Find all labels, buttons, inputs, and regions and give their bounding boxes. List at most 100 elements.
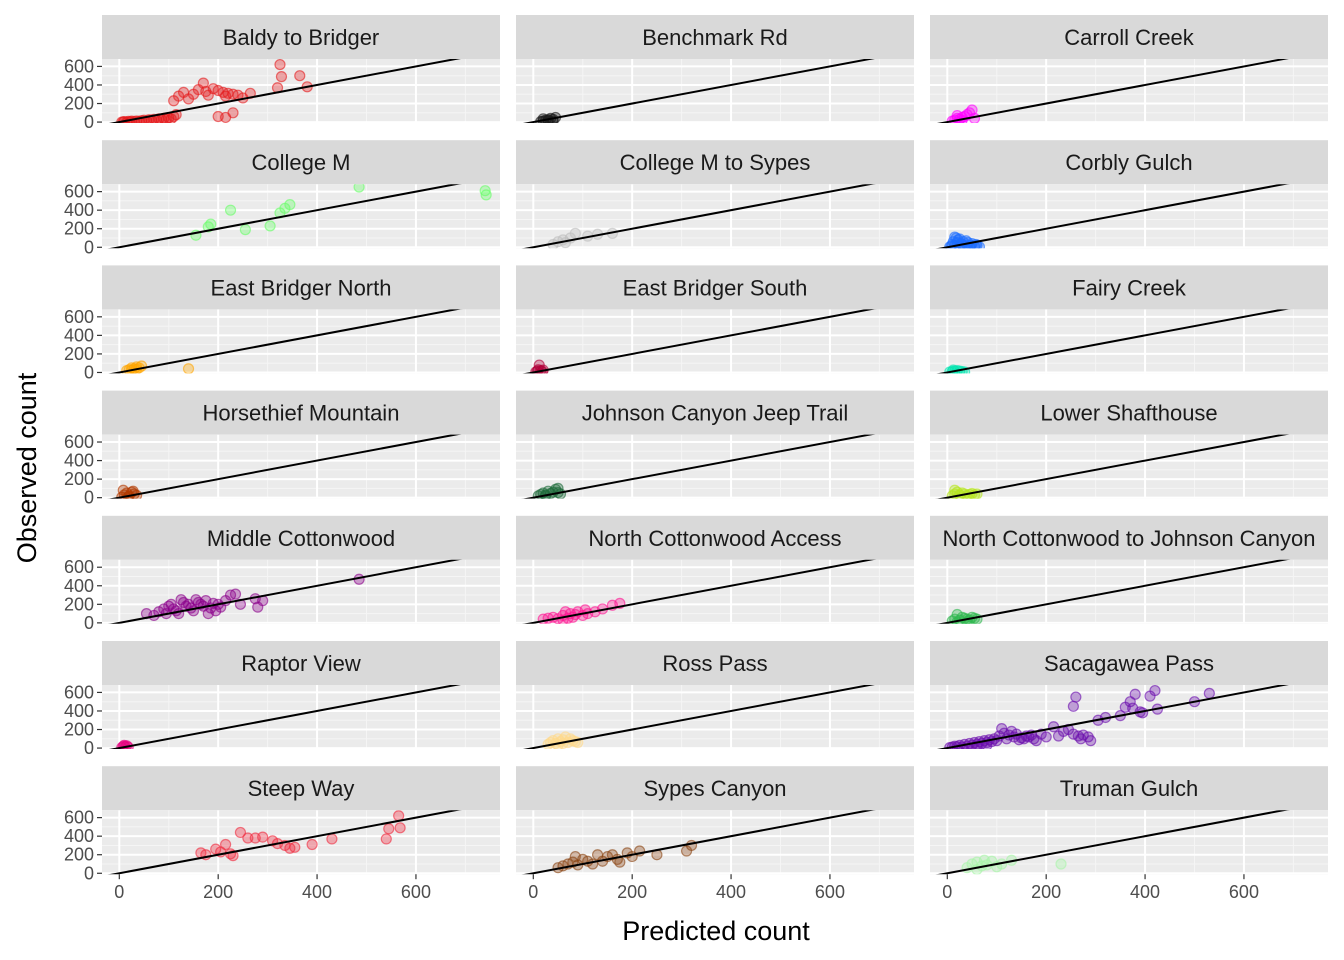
plot-area <box>516 184 914 249</box>
facet-strip-label: North Cottonwood Access <box>588 526 841 551</box>
data-point <box>1067 700 1079 712</box>
facet-strip <box>930 140 1328 185</box>
facet-strip <box>102 515 500 560</box>
data-point <box>978 854 990 866</box>
facet-strip-label: Truman Gulch <box>1060 776 1199 801</box>
reference-line <box>522 59 875 123</box>
y-tick-label: 200 <box>64 219 94 239</box>
data-point <box>1055 858 1067 870</box>
data-point <box>1129 688 1141 700</box>
reference-line <box>522 434 875 499</box>
y-axes: 0200400600020040060002004006000200400600… <box>64 56 102 883</box>
plot-area <box>102 184 500 249</box>
facet-strip <box>102 390 500 435</box>
y-tick-label: 600 <box>64 182 94 202</box>
facet-strip <box>102 265 500 310</box>
y-tick-label: 0 <box>84 613 94 633</box>
x-tick-label: 200 <box>203 882 233 902</box>
facet-panel: East Bridger South <box>516 265 914 374</box>
reference-line <box>936 434 1289 499</box>
data-point <box>224 204 237 216</box>
plot-area <box>516 559 914 624</box>
y-tick-label: 400 <box>64 576 94 596</box>
data-point <box>954 233 966 245</box>
facet-strip <box>102 766 500 811</box>
reference-line <box>108 59 461 123</box>
facet-panel: Sacagawea Pass <box>930 641 1328 749</box>
reference-line <box>936 559 1289 624</box>
reference-line <box>936 685 1289 749</box>
plot-area <box>102 59 500 123</box>
data-point <box>284 199 296 211</box>
reference-line <box>522 810 875 875</box>
reference-line <box>108 685 461 749</box>
y-tick-label: 0 <box>84 362 94 382</box>
x-tick-label: 0 <box>942 882 952 902</box>
facet-panel: Steep Way <box>102 766 500 875</box>
facet-panel: Corbly Gulch <box>930 140 1328 249</box>
facet-strip-label: Baldy to Bridger <box>223 25 380 50</box>
data-point <box>353 184 365 193</box>
y-tick-label: 200 <box>64 94 94 114</box>
plot-area <box>102 810 500 875</box>
facet-panel: East Bridger North <box>102 265 500 374</box>
x-tick-label: 400 <box>302 882 332 902</box>
data-point <box>380 833 392 845</box>
facet-strip <box>930 390 1328 435</box>
y-tick-label: 600 <box>64 682 94 702</box>
y-tick-label: 0 <box>84 863 94 883</box>
data-point <box>1070 691 1082 703</box>
facet-strip <box>102 641 500 685</box>
facet-strip <box>516 265 914 310</box>
data-point <box>220 838 232 851</box>
facet-strip-label: Ross Pass <box>662 651 767 676</box>
reference-line <box>936 309 1289 374</box>
facet-strip-label: Corbly Gulch <box>1065 150 1192 175</box>
facet-panel: Lower Shafthouse <box>930 390 1328 499</box>
plot-area <box>102 685 500 749</box>
x-tick-label: 400 <box>1130 882 1160 902</box>
facet-strip-label: Sacagawea Pass <box>1044 651 1214 676</box>
data-point <box>479 185 491 197</box>
data-point <box>239 224 251 236</box>
data-point <box>227 107 239 119</box>
data-point <box>1149 685 1161 697</box>
data-point <box>1203 687 1215 699</box>
plot-area <box>516 434 914 499</box>
facet-strip <box>516 515 914 560</box>
facet-strip <box>102 15 500 59</box>
x-axis-title: Predicted count <box>622 916 810 946</box>
reference-line <box>936 810 1289 875</box>
plot-area <box>102 309 500 374</box>
reference-line <box>108 184 461 249</box>
data-point <box>326 833 338 845</box>
data-point <box>264 220 276 232</box>
y-tick-label: 400 <box>64 451 94 471</box>
facet-panel: Baldy to Bridger <box>102 15 500 123</box>
facet-panel: College M <box>102 140 500 249</box>
facet-strip-label: Carroll Creek <box>1064 25 1195 50</box>
data-point <box>197 77 209 89</box>
x-tick-label: 200 <box>617 882 647 902</box>
facet-strip <box>516 641 914 685</box>
facet-panel: Ross Pass <box>516 641 914 749</box>
facet-panel: Sypes Canyon <box>516 766 914 875</box>
data-point <box>383 823 395 835</box>
facet-panel: College M to Sypes <box>516 140 914 249</box>
plot-area <box>516 685 914 749</box>
facet-strip <box>930 15 1328 59</box>
facet-strip <box>516 15 914 59</box>
facet-strip-label: North Cottonwood to Johnson Canyon <box>942 526 1315 551</box>
facet-strip <box>516 140 914 185</box>
facet-strip-label: Sypes Canyon <box>643 776 786 801</box>
facet-strip-label: Middle Cottonwood <box>207 526 395 551</box>
facet-panel: North Cottonwood Access <box>516 515 914 624</box>
plot-area <box>930 309 1328 374</box>
data-point <box>294 70 306 82</box>
x-tick-label: 600 <box>1229 882 1259 902</box>
plot-area <box>516 59 914 123</box>
plot-area <box>930 184 1328 249</box>
